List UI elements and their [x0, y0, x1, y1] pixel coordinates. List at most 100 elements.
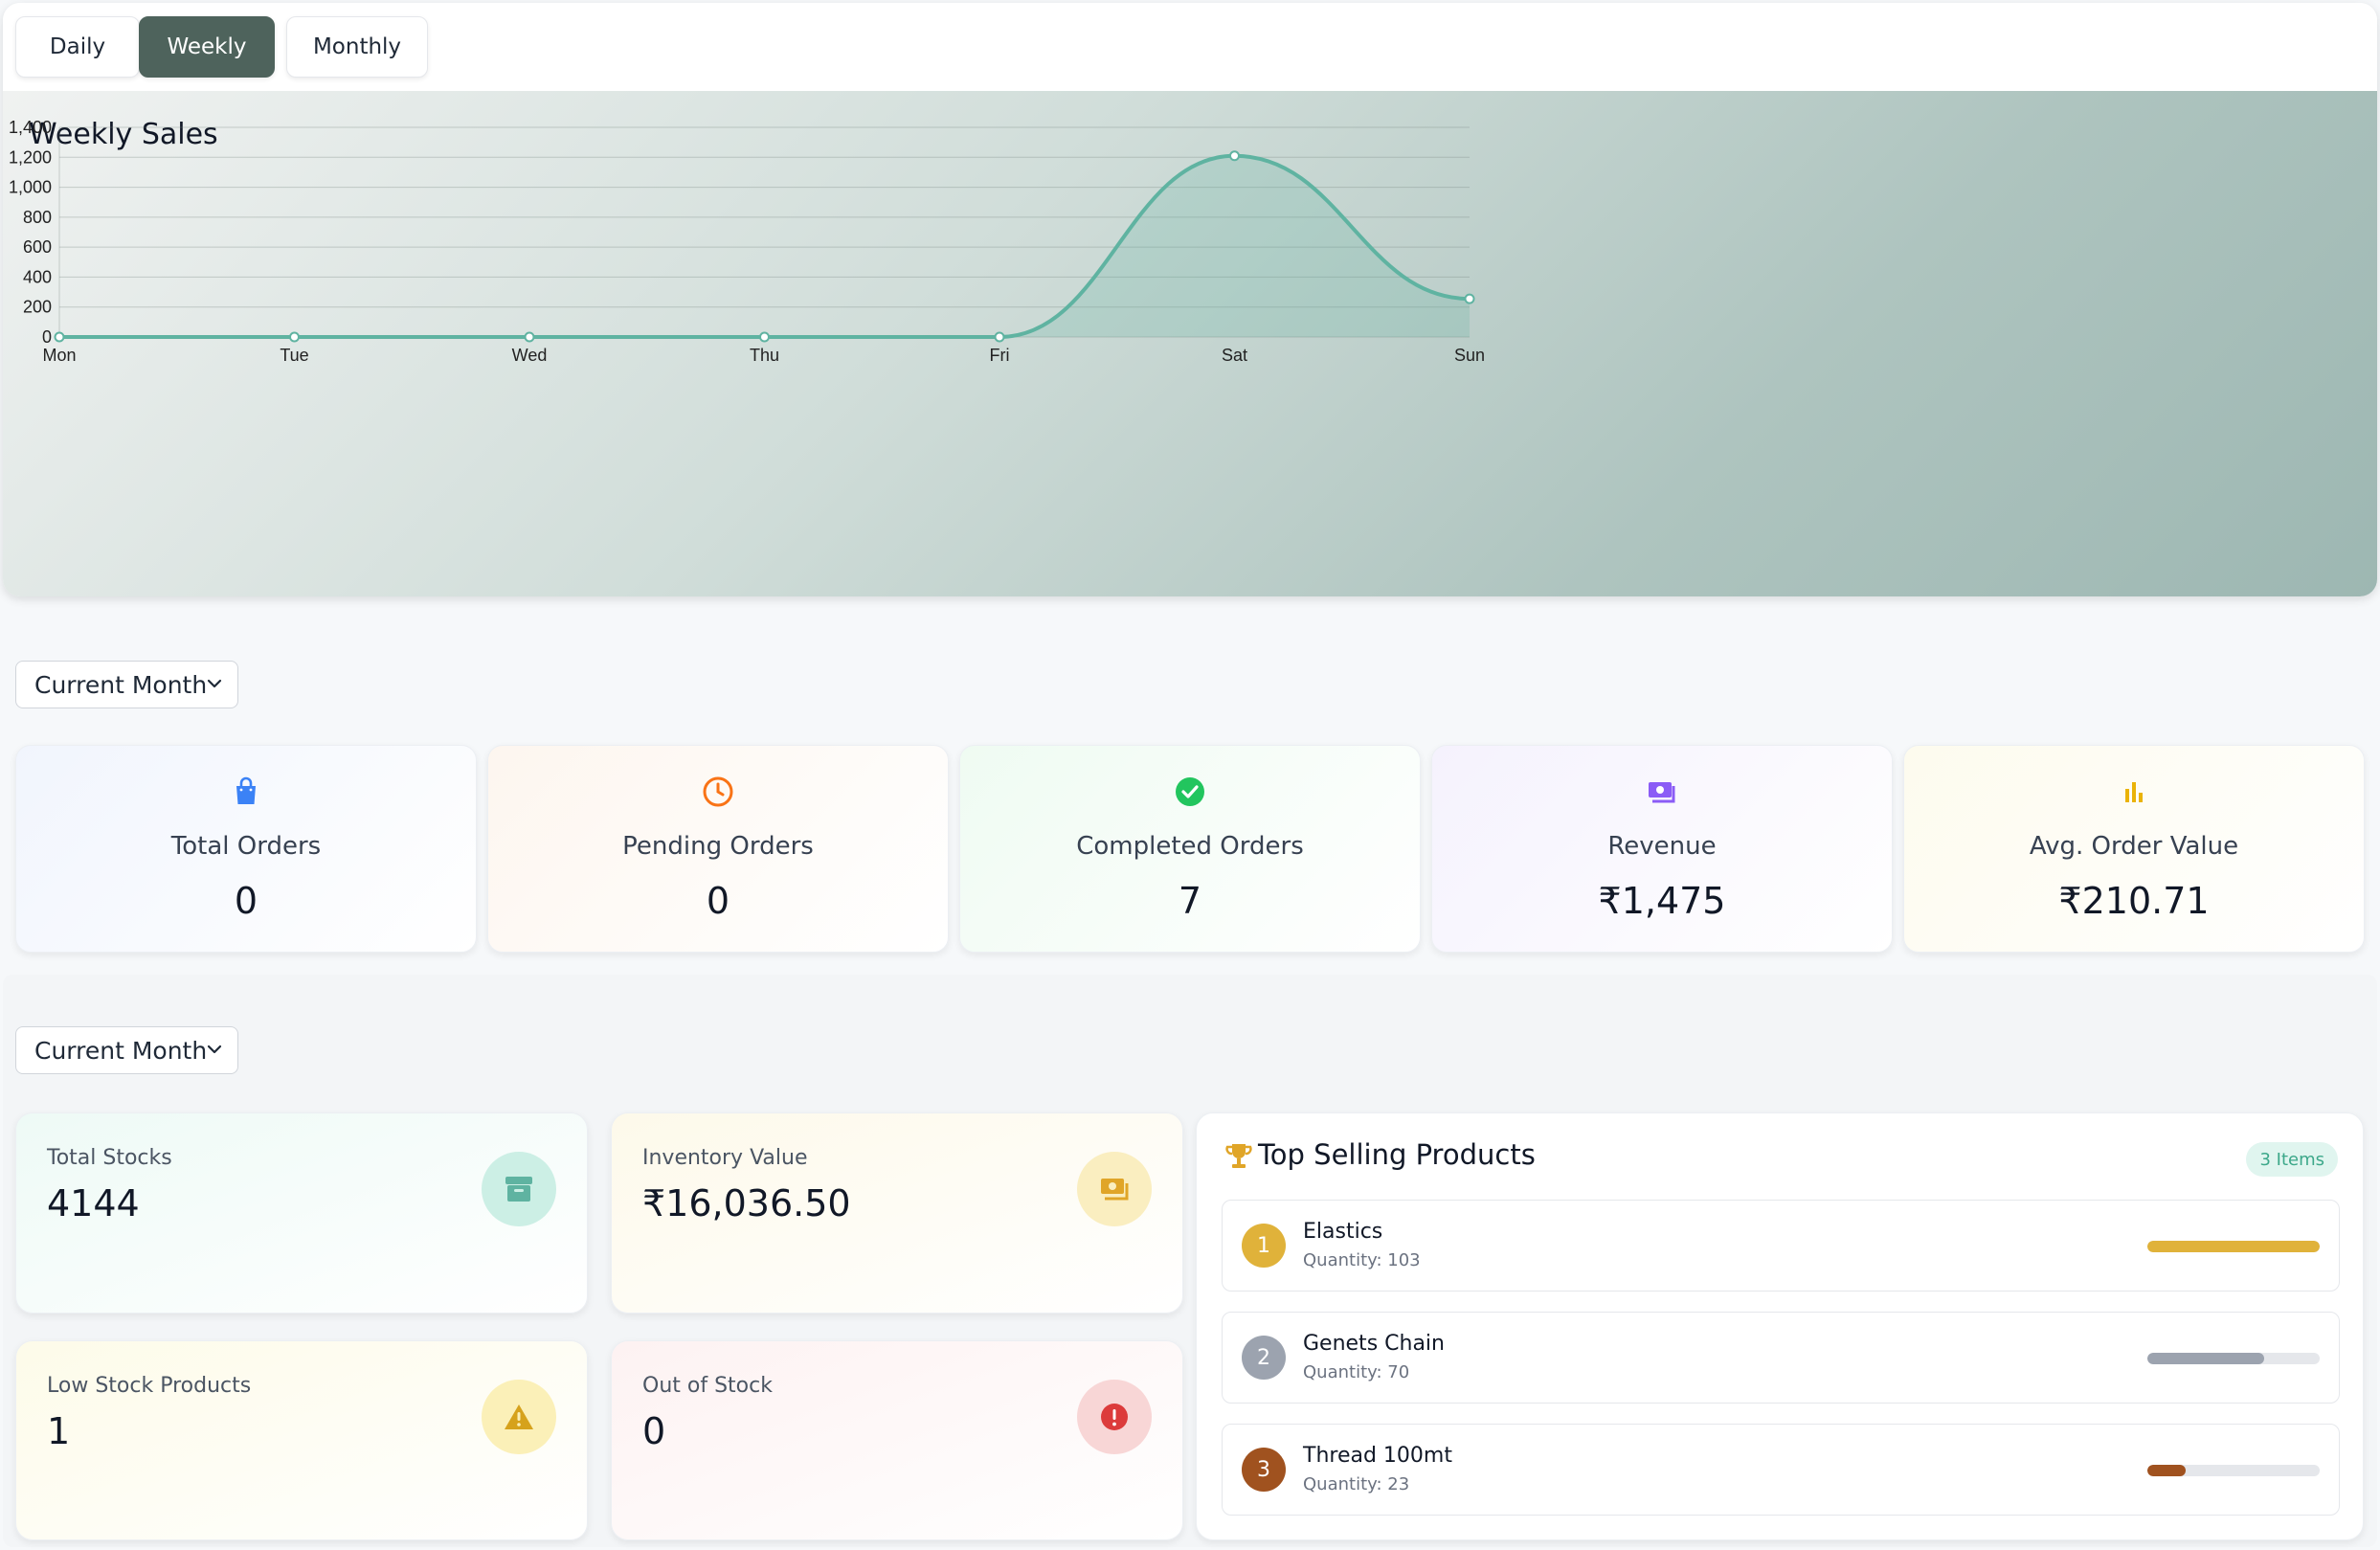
stat-card-pending-orders: Pending Orders 0: [487, 745, 949, 953]
product-quantity: Quantity: 23: [1303, 1474, 1410, 1494]
rank-badge: 3: [1242, 1448, 1286, 1492]
share-bar: [2147, 1465, 2320, 1476]
y-tick-label: 1,400: [9, 118, 52, 137]
inventory-label: Low Stock Products: [47, 1374, 252, 1398]
data-point: [1229, 150, 1240, 162]
stat-label: Completed Orders: [1076, 832, 1304, 861]
share-bar-fill: [2147, 1465, 2186, 1476]
stat-label: Pending Orders: [622, 832, 814, 861]
alert-badge: [1077, 1380, 1152, 1454]
archive-icon: [505, 1177, 532, 1202]
product-quantity: Quantity: 70: [1303, 1362, 1410, 1382]
product-name: Elastics: [1303, 1220, 1383, 1244]
inventory-value: ₹16,036.50: [642, 1182, 851, 1224]
inventory-card-total-stocks: Total Stocks 4144: [15, 1112, 588, 1314]
weekly-sales-chart: 0 200 400 600 800 1,000 1,200 1,400 Mon Tue Wed Thu…: [9, 118, 1485, 365]
stat-card-revenue: Revenue ₹1,475: [1431, 745, 1893, 953]
shopping-bag-icon: [236, 776, 256, 804]
y-tick-label: 1,000: [9, 178, 52, 197]
stat-card-completed-orders: Completed Orders 7: [959, 745, 1421, 953]
x-tick-label: Sat: [1222, 346, 1247, 365]
stat-value: ₹210.71: [2058, 880, 2210, 922]
money-badge: [1077, 1152, 1152, 1226]
share-bar: [2147, 1353, 2320, 1364]
data-point: [289, 331, 300, 343]
inventory-value: 4144: [47, 1182, 140, 1224]
stat-value: 7: [1178, 880, 1202, 922]
rank-badge: 1: [1242, 1224, 1286, 1268]
y-tick-label: 600: [23, 237, 52, 257]
data-point: [524, 331, 535, 343]
tab-daily[interactable]: Daily: [15, 16, 140, 78]
inventory-card-low-stock: Low Stock Products 1: [15, 1340, 588, 1540]
stat-label: Avg. Order Value: [2029, 832, 2239, 861]
y-tick-label: 0: [42, 327, 52, 347]
x-tick-label: Thu: [750, 346, 779, 365]
inventory-label: Total Stocks: [47, 1146, 172, 1170]
check-circle-icon: [1176, 777, 1204, 806]
stat-value: 0: [234, 880, 258, 922]
stat-card-avg-order-value: Avg. Order Value ₹210.71: [1903, 745, 2365, 953]
bar-chart-icon: [2125, 782, 2143, 802]
inventory-label: Out of Stock: [642, 1374, 773, 1398]
inventory-card-out-of-stock: Out of Stock 0: [611, 1340, 1183, 1540]
inventory-value: 0: [642, 1410, 666, 1452]
x-tick-label: Wed: [512, 346, 548, 365]
inventory-period-value: Current Month: [34, 1036, 208, 1065]
tab-weekly[interactable]: Weekly: [139, 16, 275, 78]
product-quantity: Quantity: 103: [1303, 1250, 1421, 1270]
chevron-down-icon: [207, 1045, 222, 1054]
x-tick-label: Tue: [280, 346, 308, 365]
chart-area: Weekly Sales 0 200 400 600 800 1,000 1,200 1,40…: [3, 91, 2377, 596]
inventory-value: 1: [47, 1410, 71, 1452]
chart-title: Weekly Sales: [29, 118, 218, 151]
stat-value: 0: [706, 880, 730, 922]
data-point: [994, 331, 1005, 343]
product-row[interactable]: 3 Thread 100mt Quantity: 23: [1222, 1424, 2340, 1516]
orders-period-select[interactable]: Current Month: [15, 661, 238, 708]
data-point: [1464, 293, 1475, 304]
tab-monthly[interactable]: Monthly: [286, 16, 428, 78]
money-icon: [1649, 782, 1675, 803]
product-row[interactable]: 2 Genets Chain Quantity: 70: [1222, 1312, 2340, 1404]
archive-badge: [482, 1152, 556, 1226]
warning-icon: [505, 1404, 533, 1429]
top-selling-title: Top Selling Products: [1258, 1138, 1536, 1171]
share-bar-fill: [2147, 1353, 2265, 1364]
orders-period-value: Current Month: [34, 670, 208, 699]
stat-label: Revenue: [1607, 832, 1717, 861]
x-tick-label: Fri: [990, 346, 1010, 365]
warning-badge: [482, 1380, 556, 1454]
rank-badge: 2: [1242, 1336, 1286, 1380]
x-tick-label: Mon: [42, 346, 76, 365]
money-icon: [1101, 1179, 1129, 1201]
stat-value: ₹1,475: [1598, 880, 1726, 922]
share-bar-fill: [2147, 1241, 2320, 1252]
share-bar: [2147, 1241, 2320, 1252]
stat-label: Total Orders: [170, 832, 322, 861]
inventory-label: Inventory Value: [642, 1146, 808, 1170]
data-point: [54, 331, 65, 343]
y-tick-label: 400: [23, 267, 52, 286]
inventory-period-select[interactable]: Current Month: [15, 1026, 238, 1074]
y-tick-label: 200: [23, 298, 52, 317]
y-tick-label: 800: [23, 208, 52, 227]
items-count-badge: 3 Items: [2246, 1142, 2338, 1177]
clock-icon: [703, 776, 733, 807]
x-tick-label: Sun: [1454, 346, 1485, 365]
alert-circle-icon: [1101, 1404, 1128, 1430]
product-name: Genets Chain: [1303, 1332, 1445, 1356]
data-point: [759, 331, 770, 343]
y-tick-label: 1,200: [9, 147, 52, 167]
inventory-card-inventory-value: Inventory Value ₹16,036.50: [611, 1112, 1183, 1314]
trophy-icon: [1225, 1144, 1252, 1168]
top-selling-products-card: Top Selling Products 3 Items 1 Elastics …: [1196, 1112, 2364, 1540]
series-line: [58, 153, 1471, 340]
period-tabs: Daily Weekly Monthly: [3, 3, 2377, 91]
chevron-down-icon: [207, 679, 222, 688]
stat-card-total-orders: Total Orders 0: [15, 745, 477, 953]
sales-chart-panel: Daily Weekly Monthly Weekly Sales 0 200 40…: [3, 3, 2377, 596]
series-area: [59, 155, 1470, 337]
product-row[interactable]: 1 Elastics Quantity: 103: [1222, 1200, 2340, 1292]
product-name: Thread 100mt: [1303, 1444, 1452, 1468]
